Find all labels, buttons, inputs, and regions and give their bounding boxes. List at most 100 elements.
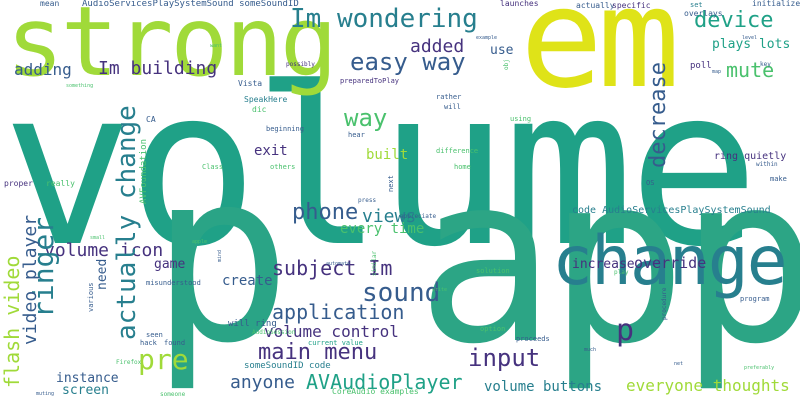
word-program: program	[740, 295, 770, 303]
word-em: em	[520, 0, 680, 119]
word-dic: dic	[252, 105, 267, 114]
word-automate: automate	[326, 261, 351, 267]
word-volume: volume	[2, 42, 759, 295]
word-avaudioplayer: AVAudioPlayer	[306, 370, 463, 394]
word-hear: hear	[348, 131, 365, 139]
word-instance: instance	[56, 371, 119, 386]
word-specific: specific	[612, 1, 651, 10]
word-subject-im: subject Im	[272, 256, 393, 280]
word-write: write	[432, 287, 448, 293]
word-current-value: current value	[308, 339, 363, 347]
word-way: way	[344, 104, 388, 132]
word-preferably: preferably	[744, 365, 775, 371]
word-speakhere: SpeakHere	[244, 95, 288, 104]
word-audioservices-somesound: AudioServicesPlaySystemSound someSoundID	[82, 0, 299, 9]
word-input: input	[468, 344, 541, 372]
word-volume-buttons: volume buttons	[484, 379, 603, 395]
word-audiosession: AudioSession	[252, 329, 296, 336]
word-pre: pre	[138, 343, 189, 376]
word-someone: someone	[160, 391, 186, 398]
word-sound: sound	[362, 278, 441, 308]
word-apple: apple	[192, 239, 208, 245]
word-misunderstood: misunderstood	[146, 279, 201, 287]
word-class: Class	[202, 163, 224, 171]
word-firefox: Firefox	[116, 359, 142, 366]
word-next: next	[387, 175, 395, 192]
word-others: others	[270, 163, 296, 171]
word-example: example	[476, 35, 498, 41]
word-mute: mute	[726, 58, 775, 82]
word-difference: difference	[436, 147, 479, 155]
word-set: set	[690, 1, 703, 9]
word-strong: strong	[6, 0, 338, 98]
word-possibly: possibly	[286, 61, 315, 68]
word-play: play	[614, 269, 629, 276]
word-key: key	[760, 61, 771, 68]
word-anyone: anyone	[230, 372, 296, 393]
word-proper: proper	[4, 179, 33, 188]
word-main-menu: main menu	[258, 340, 378, 365]
word-found: found	[164, 339, 186, 347]
word-decrease: decrease	[646, 62, 671, 168]
word-added: added	[410, 36, 465, 57]
word-obj: obj	[503, 59, 510, 70]
word-procedure: procedure	[661, 287, 668, 320]
word-seen: seen	[146, 331, 163, 339]
word-using: using	[510, 115, 532, 123]
word-want: want	[210, 43, 223, 49]
word-screen: screen	[62, 383, 109, 398]
word-various: various	[87, 282, 95, 312]
word-p-small: p	[616, 313, 635, 348]
word-exit: exit	[254, 143, 288, 159]
word-will-ring: will ring	[228, 319, 277, 329]
word-someSoundID-code: someSoundID code	[244, 361, 331, 371]
word-views: views	[362, 206, 417, 227]
word-hack: hack	[140, 339, 157, 347]
word-poll: poll	[690, 61, 712, 71]
word-coreaudio-examples: CoreAudio examples	[332, 387, 419, 396]
word-built: built	[366, 147, 409, 163]
word-im-building: Im building	[98, 58, 218, 79]
word-change: change	[552, 222, 788, 301]
word-muting: muting	[36, 391, 55, 397]
word-press: press	[358, 197, 377, 204]
word-use: use	[490, 43, 514, 58]
word-video-player: video player	[20, 214, 41, 345]
word-ca: CA	[146, 115, 156, 124]
word-will: will	[444, 103, 461, 111]
word-much: much	[584, 347, 597, 353]
word-need: need	[95, 258, 110, 290]
word-appreciate: appreciate	[400, 213, 437, 220]
word-everyone-thoughts: everyone thoughts	[626, 376, 790, 395]
word-preparedtoplay: preparedToPlay	[340, 77, 400, 85]
word-initialize: initialize	[752, 0, 800, 8]
word-plays-lots: plays lots	[712, 37, 791, 52]
word-mean: mean	[40, 0, 60, 8]
word-actually-small: actually	[576, 1, 615, 10]
word-home: home	[454, 163, 471, 171]
word-device: device	[694, 8, 774, 33]
word-overlays: overlays	[684, 9, 723, 18]
word-mind: mind	[217, 249, 223, 262]
word-volume-icon: volume icon	[44, 240, 164, 261]
word-game: game	[154, 257, 186, 272]
word-net: net	[674, 361, 684, 367]
word-volume-control: volume control	[264, 322, 399, 341]
word-small: small	[90, 235, 106, 241]
word-within: within	[756, 161, 778, 168]
word-similar: similar	[371, 250, 378, 276]
word-os: OS	[646, 179, 655, 187]
word-option: option	[480, 325, 506, 333]
word-increase: increase	[572, 257, 635, 272]
word-easy-way: easy way	[350, 48, 466, 76]
word-launches: launches	[500, 0, 539, 8]
word-flash-video: flash video	[0, 255, 24, 388]
word-proceeds: proceeds	[516, 335, 550, 343]
word-something: something	[66, 83, 94, 89]
word-adding: adding	[14, 60, 72, 79]
word-code-avservices: code AudioServicesPlaySystemSound	[572, 205, 771, 216]
word-actually-change: actually change	[112, 105, 142, 340]
word-rather: rather	[436, 93, 462, 101]
word-create: create	[222, 273, 273, 289]
